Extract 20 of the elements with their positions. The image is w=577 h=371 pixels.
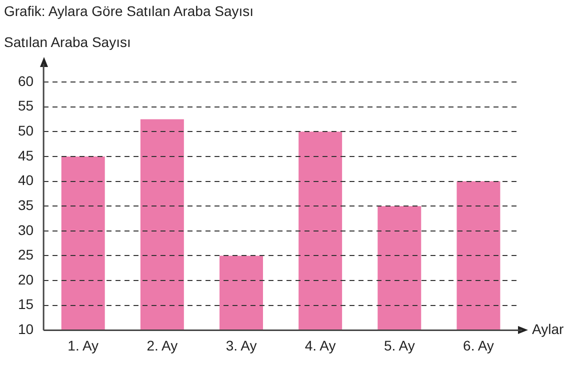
y-tick-label: 60 xyxy=(18,72,34,89)
x-tick-label: 5. Ay xyxy=(384,337,415,354)
y-tick-label: 50 xyxy=(18,122,34,138)
y-tick-label: 40 xyxy=(18,172,34,188)
x-tick-label: 3. Ay xyxy=(226,337,257,354)
y-tick-label: 45 xyxy=(18,147,34,164)
y-tick-label: 25 xyxy=(18,246,34,263)
x-tick-label: 2. Ay xyxy=(146,337,178,354)
x-axis-title: Aylar xyxy=(532,321,564,338)
x-tick-label: 6. Ay xyxy=(463,337,494,354)
y-tick-label: 35 xyxy=(18,196,34,213)
y-tick-label: 15 xyxy=(18,296,34,312)
y-tick-label: 20 xyxy=(18,271,34,288)
y-tick-label: 30 xyxy=(18,222,34,238)
chart-title: Grafik: Aylara Göre Satılan Araba Sayısı xyxy=(4,3,254,19)
x-tick-label: 4. Ay xyxy=(304,337,336,354)
y-axis-title: Satılan Araba Sayısı xyxy=(4,34,131,50)
y-tick-label: 10 xyxy=(18,321,34,338)
y-tick-label: 55 xyxy=(18,98,34,114)
x-tick-label: 1. Ay xyxy=(68,337,99,354)
